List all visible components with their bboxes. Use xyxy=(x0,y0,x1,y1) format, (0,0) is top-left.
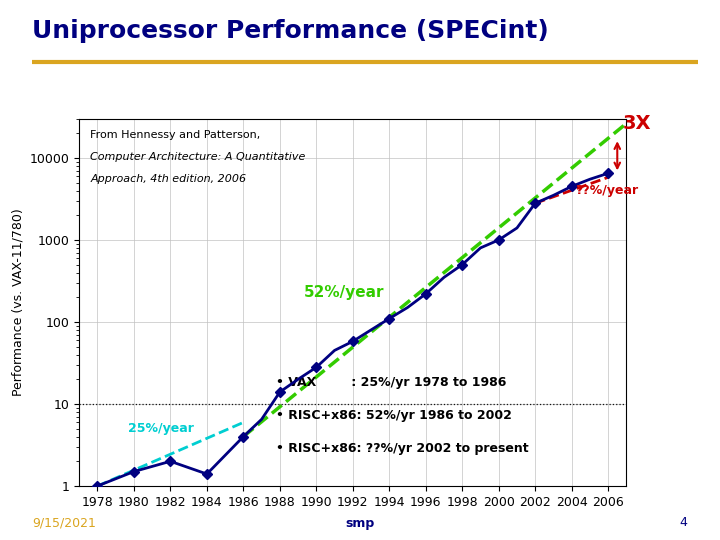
Text: • VAX        : 25%/yr 1978 to 1986: • VAX : 25%/yr 1978 to 1986 xyxy=(276,376,507,389)
Text: Approach, 4th edition, 2006: Approach, 4th edition, 2006 xyxy=(90,174,246,184)
Text: 4: 4 xyxy=(680,516,688,530)
Text: 3X: 3X xyxy=(623,113,652,133)
Text: From Hennessy and Patterson,: From Hennessy and Patterson, xyxy=(90,130,261,140)
Text: 52%/year: 52%/year xyxy=(303,285,384,300)
Text: 25%/year: 25%/year xyxy=(128,422,194,435)
Text: 9/15/2021: 9/15/2021 xyxy=(32,516,96,530)
Y-axis label: Performance (vs. VAX-11/780): Performance (vs. VAX-11/780) xyxy=(11,208,24,396)
Text: • RISC+x86: ??%/yr 2002 to present: • RISC+x86: ??%/yr 2002 to present xyxy=(276,442,528,455)
Text: • RISC+x86: 52%/yr 1986 to 2002: • RISC+x86: 52%/yr 1986 to 2002 xyxy=(276,409,512,422)
Text: Computer Architecture: A Quantitative: Computer Architecture: A Quantitative xyxy=(90,152,305,162)
Text: ??%/year: ??%/year xyxy=(575,184,639,197)
Text: smp: smp xyxy=(346,516,374,530)
Text: Uniprocessor Performance (SPECint): Uniprocessor Performance (SPECint) xyxy=(32,19,549,43)
